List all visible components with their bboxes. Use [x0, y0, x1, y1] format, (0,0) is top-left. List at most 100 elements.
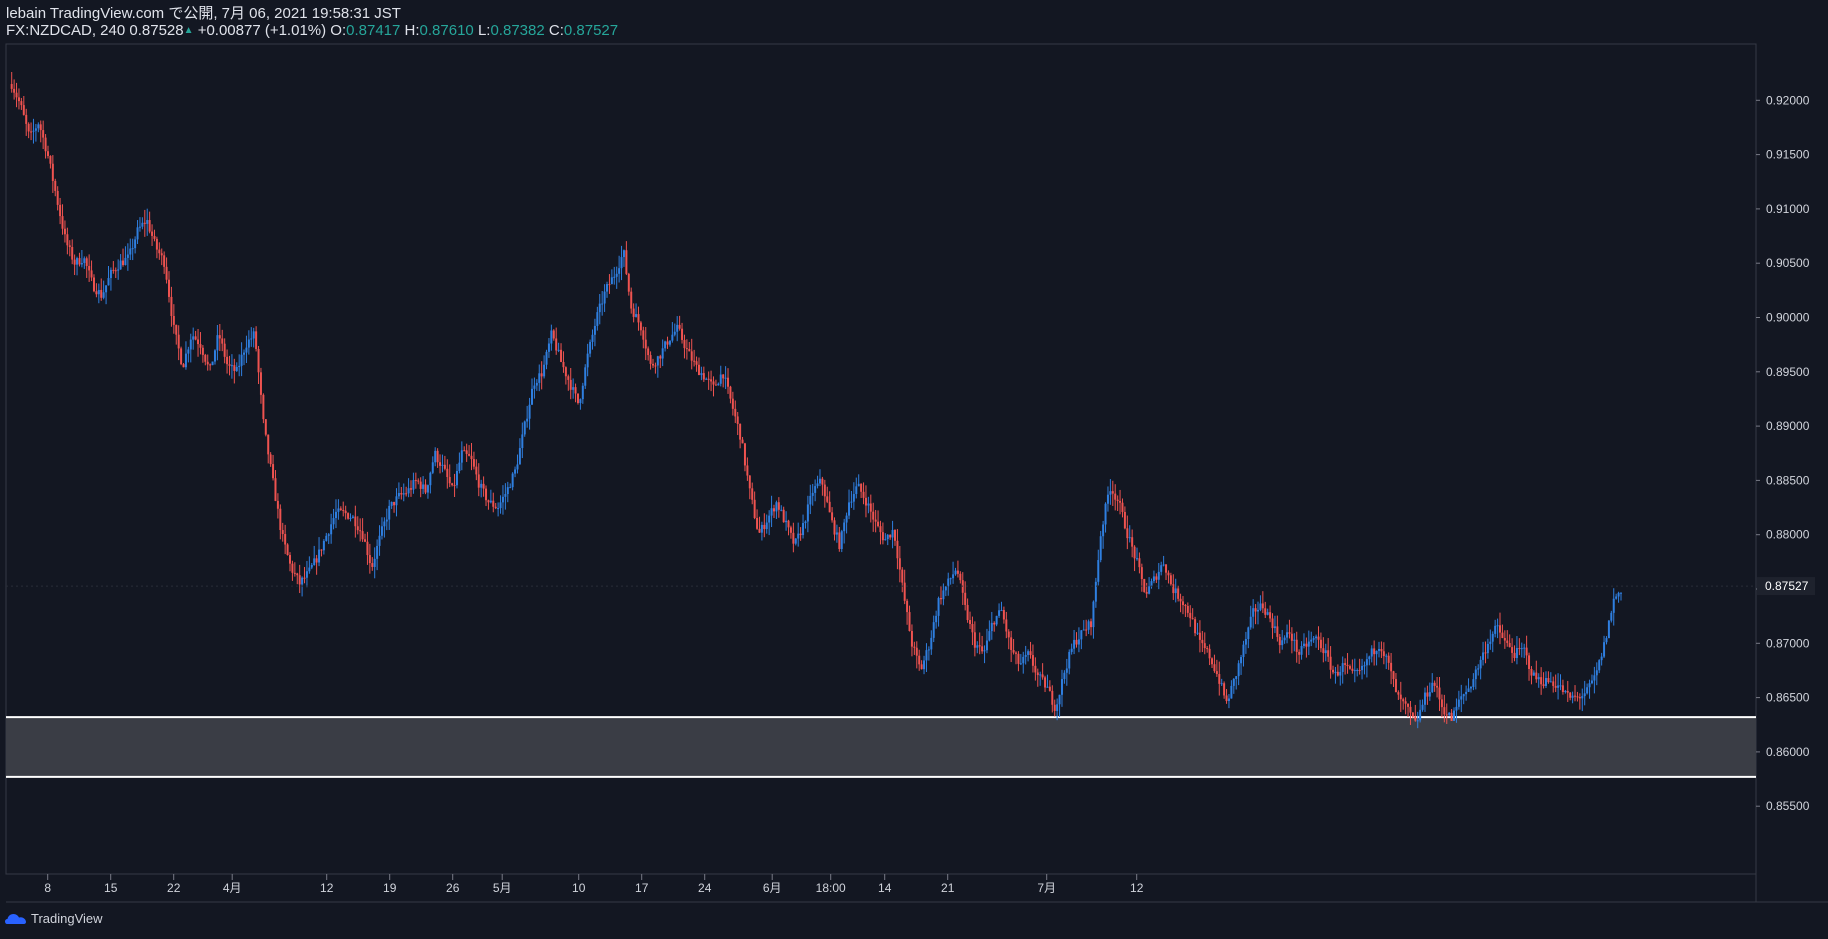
- symbol-interval[interactable]: FX:NZDCAD, 240: [6, 22, 126, 39]
- candle-body: [143, 222, 146, 224]
- candle-body: [223, 343, 226, 357]
- price-tick-label: 0.89000: [1766, 419, 1810, 433]
- candle-body: [1535, 672, 1538, 680]
- candle-body: [1358, 670, 1361, 672]
- candle-body: [1266, 612, 1269, 615]
- candle-body: [334, 511, 337, 519]
- candle-body: [455, 471, 458, 486]
- candle-body: [625, 250, 628, 274]
- footer-brand[interactable]: TradingView: [5, 911, 103, 926]
- candle-body: [134, 239, 137, 249]
- price-tick-label: 0.88500: [1766, 473, 1810, 487]
- price-tick-label: 0.90000: [1766, 311, 1810, 325]
- candle-body: [1082, 629, 1085, 631]
- candle-body: [397, 492, 400, 497]
- candle-body: [1290, 633, 1293, 641]
- candle-body: [1315, 636, 1318, 639]
- candle-body: [1574, 695, 1577, 697]
- candle-body: [293, 572, 296, 574]
- candle-body: [20, 101, 23, 106]
- candle-body: [758, 528, 761, 533]
- candle-body: [504, 494, 507, 497]
- price-tick-label: 0.86000: [1766, 745, 1810, 759]
- candle-body: [1058, 694, 1061, 705]
- candle-body: [73, 259, 76, 265]
- candle-body: [531, 388, 533, 405]
- candle-body: [1392, 671, 1395, 680]
- candle-body: [712, 381, 715, 385]
- candle-body: [1351, 668, 1354, 671]
- candle-body: [685, 348, 688, 350]
- candle-body: [874, 519, 877, 522]
- candle-body: [429, 472, 432, 486]
- price-tick-label: 0.86500: [1766, 691, 1810, 705]
- candle-body: [1242, 644, 1245, 658]
- candle-body: [436, 450, 439, 463]
- candle-body: [1261, 603, 1264, 609]
- candle-body: [1489, 641, 1492, 644]
- candle-body: [511, 473, 514, 488]
- candle-body: [1617, 592, 1620, 597]
- candle-body: [1213, 664, 1216, 672]
- candle-body: [1254, 608, 1257, 612]
- candle-body: [393, 501, 396, 506]
- candle-body: [1445, 714, 1448, 716]
- candle-body: [34, 128, 37, 131]
- candle-body: [1455, 706, 1458, 711]
- support-zone-fill[interactable]: [6, 717, 1756, 777]
- candle-body: [1462, 694, 1465, 697]
- candle-body: [320, 549, 323, 551]
- candle-body: [109, 269, 112, 279]
- candle-body: [1237, 663, 1240, 677]
- candle-body: [371, 563, 374, 567]
- candle-body: [591, 334, 594, 342]
- candle-body: [729, 386, 732, 399]
- candle-body: [1598, 660, 1601, 671]
- candle-body: [1394, 679, 1397, 693]
- candle-body: [1414, 716, 1417, 721]
- candle-body: [1247, 627, 1250, 639]
- candle-body: [141, 222, 144, 227]
- candle-body: [739, 423, 742, 440]
- candle-body: [97, 289, 100, 295]
- candle-body: [1167, 572, 1170, 576]
- candle-body: [1581, 696, 1584, 699]
- candle-body: [915, 647, 918, 656]
- candle-body: [1380, 649, 1383, 652]
- candle-body: [1523, 647, 1526, 649]
- candle-body: [475, 466, 478, 475]
- candle-body: [1312, 638, 1315, 640]
- candle-body: [1121, 502, 1124, 512]
- candle-body: [860, 483, 863, 492]
- candle-body: [1041, 674, 1044, 678]
- candle-body: [1438, 687, 1441, 700]
- candle-body: [78, 258, 81, 265]
- candle-body: [1387, 655, 1390, 663]
- candle-body: [1046, 686, 1049, 688]
- candle-body: [985, 640, 988, 651]
- candle-body: [180, 348, 183, 365]
- price-axis[interactable]: 0.92000 0.91500 0.91000 0.90500 0.90000 0.895…: [1756, 93, 1810, 813]
- candle-body: [1390, 662, 1393, 672]
- support-zone[interactable]: [6, 716, 1756, 778]
- candle-body: [1218, 674, 1221, 684]
- candle-body: [332, 518, 335, 525]
- candle-body: [1361, 665, 1364, 671]
- candle-body: [172, 316, 175, 325]
- candle-body: [1264, 608, 1267, 615]
- candle-body: [494, 506, 497, 509]
- candle-body: [864, 497, 867, 506]
- candle-body: [1223, 683, 1226, 696]
- candle-body: [279, 508, 282, 531]
- candle-body: [480, 483, 483, 488]
- time-tick-label: 24: [698, 881, 712, 895]
- candles[interactable]: [10, 72, 1622, 729]
- candle-body: [151, 231, 154, 236]
- time-axis[interactable]: 8 15 22 4月 12 19 26 5月 10 17 24 6月 18:00 14 21 7月 12: [44, 874, 1144, 895]
- candle-body: [1307, 641, 1310, 647]
- candle-body: [1143, 579, 1146, 592]
- candle-body: [910, 631, 913, 647]
- candle-body: [1407, 703, 1410, 707]
- candle-body: [400, 492, 403, 495]
